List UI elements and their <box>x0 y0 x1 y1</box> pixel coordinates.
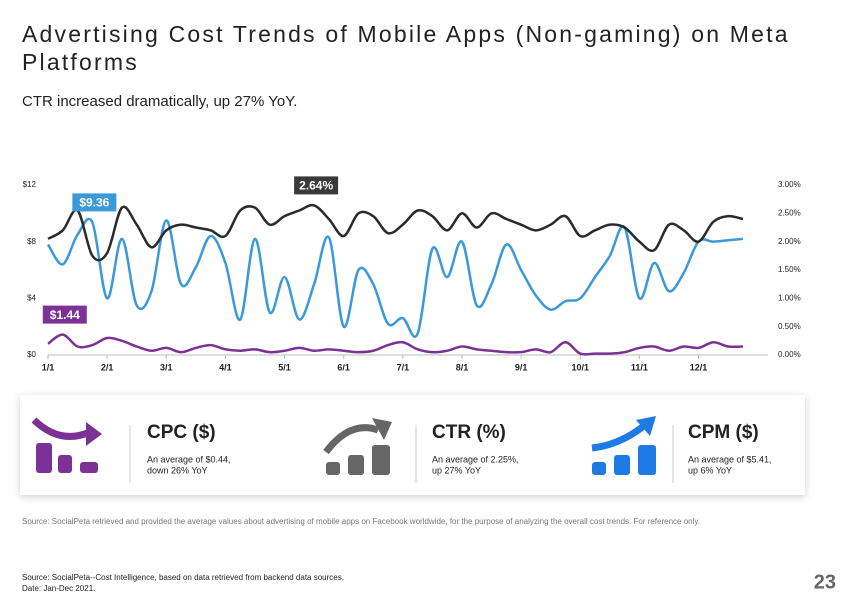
card-text: down 26% YoY <box>147 465 208 475</box>
card-text: An average of $0.44, <box>147 454 231 464</box>
y2-tick-label: 1.50% <box>778 265 801 274</box>
annotation-box <box>42 305 87 324</box>
series-line <box>46 217 743 338</box>
annotation: $1.44 <box>50 308 80 322</box>
series-line <box>47 203 744 262</box>
y2-tick-label: 0.00% <box>778 350 801 359</box>
annotation-box <box>72 193 117 212</box>
cards-panel <box>20 395 805 495</box>
x-tick-label: 1/1 <box>42 362 55 372</box>
cpc-icon <box>31 417 102 473</box>
x-tick-label: 8/1 <box>456 362 469 372</box>
card-text: An average of $5.41, <box>688 454 772 464</box>
subtitle: CTR increased dramatically, up 27% YoY. <box>22 93 298 110</box>
x-tick-label: 3/1 <box>160 362 173 372</box>
card-text: up 6% YoY <box>688 465 732 475</box>
y-tick-label: $8 <box>27 237 36 246</box>
x-tick-label: 6/1 <box>337 362 350 372</box>
y2-tick-label: 1.00% <box>778 293 801 302</box>
x-tick-label: 4/1 <box>219 362 232 372</box>
card-title: CPC ($) <box>147 422 216 443</box>
x-tick-label: 5/1 <box>278 362 291 372</box>
x-tick-label: 9/1 <box>515 362 528 372</box>
x-tick-label: 2/1 <box>101 362 114 372</box>
annotation: 2.64% <box>299 179 333 193</box>
series-line <box>47 333 743 356</box>
card-text: An average of 2.25%, <box>432 454 519 464</box>
card-title: CPM ($) <box>688 422 759 443</box>
y2-tick-label: 3.00% <box>778 180 801 189</box>
y-tick-label: $12 <box>23 180 37 189</box>
y2-tick-label: 0.50% <box>778 322 801 331</box>
x-tick-label: 11/1 <box>631 362 648 372</box>
cpm-icon <box>591 416 656 475</box>
card-text: up 27% YoY <box>432 465 481 475</box>
y-tick-label: $4 <box>27 293 36 302</box>
source-note: Source: SocialPeta retrieved and provide… <box>22 517 700 526</box>
page-title: Advertising Cost Trends of Mobile Apps (… <box>22 21 790 75</box>
y-tick-label: $0 <box>27 350 36 359</box>
x-tick-label: 12/1 <box>690 362 708 372</box>
page-number: 23 <box>814 571 836 593</box>
footer-source: Source: SocialPeta--Cost Intelligence, b… <box>22 573 344 582</box>
annotation: $9.36 <box>79 196 109 210</box>
ctr-icon <box>323 418 392 475</box>
x-tick-label: 10/1 <box>571 362 589 372</box>
annotation-box <box>294 176 339 195</box>
y2-tick-label: 2.00% <box>778 237 801 246</box>
x-tick-label: 7/1 <box>397 362 410 372</box>
y2-tick-label: 2.50% <box>778 208 801 217</box>
footer-date: Date: Jan-Dec 2021. <box>22 584 95 593</box>
card-title: CTR (%) <box>432 422 506 443</box>
